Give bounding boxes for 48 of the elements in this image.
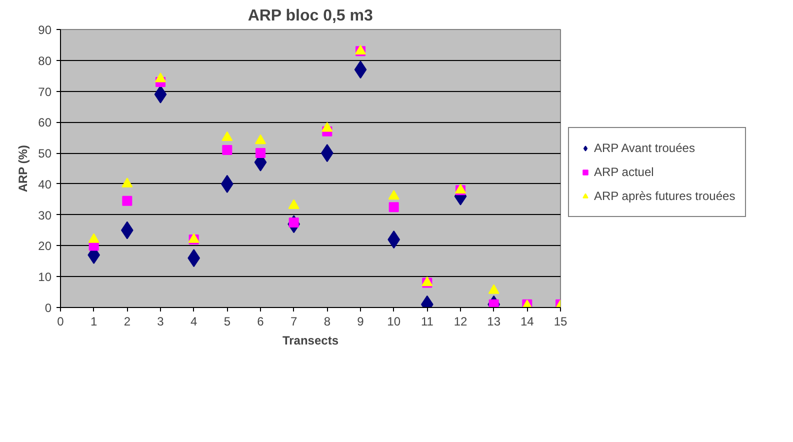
point — [488, 299, 499, 308]
y-tick-label: 0 — [44, 301, 52, 315]
y-tick-label: 80 — [38, 54, 52, 68]
x-tick-label: 2 — [124, 314, 131, 328]
x-tick-label: 0 — [57, 314, 64, 328]
y-tick-label: 90 — [38, 23, 52, 37]
y-tick-label: 60 — [38, 116, 52, 130]
y-tick-label: 10 — [38, 270, 52, 284]
legend-label: ARP après futures trouées — [594, 189, 736, 203]
x-tick-label: 6 — [257, 314, 264, 328]
point — [122, 178, 133, 188]
point — [222, 131, 233, 141]
point — [288, 199, 300, 209]
point — [354, 60, 367, 79]
point — [488, 284, 500, 294]
y-tick-label: 30 — [38, 208, 52, 222]
x-tick-label: 15 — [554, 314, 568, 328]
point — [222, 144, 232, 155]
point — [155, 72, 166, 82]
point — [388, 190, 400, 200]
x-tick-label: 12 — [454, 314, 468, 328]
legend-label: ARP Avant trouées — [594, 141, 695, 155]
point — [256, 148, 266, 158]
x-tick-label: 8 — [324, 314, 331, 328]
point — [255, 134, 266, 144]
legend-label: ARP actuel — [594, 165, 654, 179]
x-tick-label: 14 — [520, 314, 534, 328]
y-tick-label: 50 — [38, 146, 52, 161]
x-tick-label: 10 — [387, 314, 401, 328]
x-tick-label: 4 — [190, 314, 198, 328]
x-axis-title: Transects — [282, 334, 339, 348]
x-tick-label: 13 — [487, 314, 501, 328]
chart-title: ARP bloc 0,5 m3 — [248, 8, 373, 24]
point — [322, 122, 333, 132]
y-tick-label: 70 — [38, 84, 52, 99]
x-tick-label: 3 — [157, 314, 164, 328]
point — [88, 233, 100, 243]
x-tick-label: 1 — [90, 314, 98, 328]
y-axis-title: ARP (%) — [16, 145, 30, 192]
point — [388, 202, 399, 212]
point — [122, 196, 132, 206]
x-tick-label: 5 — [224, 314, 231, 328]
x-tick-label: 11 — [420, 314, 434, 328]
y-tick-label: 20 — [38, 239, 52, 254]
x-tick-label: 9 — [357, 314, 364, 328]
y-tick-label: 40 — [38, 177, 52, 192]
point — [154, 85, 167, 104]
x-tick-label: 7 — [290, 314, 298, 328]
